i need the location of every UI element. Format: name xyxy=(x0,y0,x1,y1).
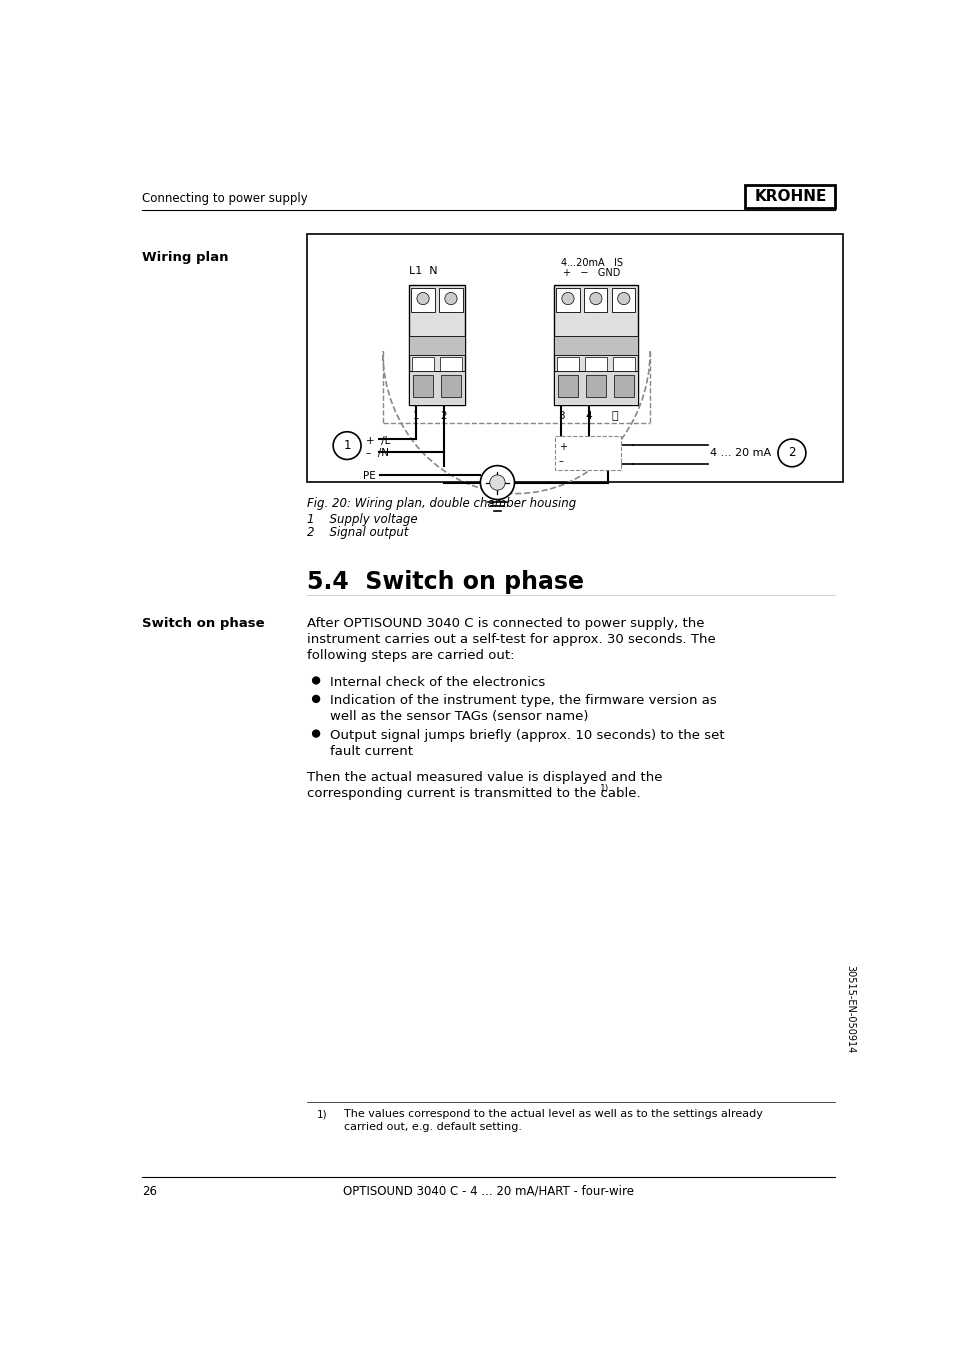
Circle shape xyxy=(313,695,319,703)
Bar xyxy=(557,357,578,372)
Text: The values correspond to the actual level as well as to the settings already: The values correspond to the actual leve… xyxy=(344,1110,762,1119)
Bar xyxy=(612,288,635,312)
Text: 2    Signal output: 2 Signal output xyxy=(307,526,408,539)
Text: After OPTISOUND 3040 C is connected to power supply, the: After OPTISOUND 3040 C is connected to p… xyxy=(307,617,703,630)
Circle shape xyxy=(313,677,319,684)
Text: 1    Supply voltage: 1 Supply voltage xyxy=(307,512,417,526)
Text: 4...20mA   IS: 4...20mA IS xyxy=(560,258,622,269)
Text: 26: 26 xyxy=(142,1184,157,1198)
Bar xyxy=(440,376,460,396)
Text: PE: PE xyxy=(363,472,375,481)
Bar xyxy=(585,376,605,396)
Text: Wiring plan: Wiring plan xyxy=(142,250,229,264)
Bar xyxy=(413,376,433,396)
Bar xyxy=(307,234,842,481)
Text: 2: 2 xyxy=(440,411,447,420)
Text: carried out, e.g. default setting.: carried out, e.g. default setting. xyxy=(344,1122,521,1133)
Bar xyxy=(613,376,633,396)
Text: ⏚: ⏚ xyxy=(611,411,618,420)
Bar xyxy=(583,288,607,312)
Circle shape xyxy=(589,292,601,304)
Bar xyxy=(558,376,578,396)
Bar xyxy=(411,288,435,312)
Text: 4: 4 xyxy=(585,411,592,420)
Text: corresponding current is transmitted to the cable.: corresponding current is transmitted to … xyxy=(307,787,639,800)
Text: +   −   GND: + − GND xyxy=(562,268,620,277)
Text: 1): 1) xyxy=(599,784,608,792)
Bar xyxy=(554,285,637,404)
Circle shape xyxy=(444,292,456,304)
Circle shape xyxy=(617,292,629,304)
Bar xyxy=(555,435,620,470)
Text: fault current: fault current xyxy=(330,745,413,758)
Bar xyxy=(554,335,637,354)
Text: 1: 1 xyxy=(413,411,419,420)
Text: Connecting to power supply: Connecting to power supply xyxy=(142,192,308,204)
Text: +: + xyxy=(558,442,566,452)
Text: Switch on phase: Switch on phase xyxy=(142,617,265,630)
Text: L1  N: L1 N xyxy=(408,266,436,276)
Text: –: – xyxy=(558,456,563,465)
Bar xyxy=(409,285,464,404)
Text: Internal check of the electronics: Internal check of the electronics xyxy=(330,676,545,688)
Text: 3: 3 xyxy=(558,411,564,420)
Text: 2: 2 xyxy=(787,446,795,460)
Text: 1: 1 xyxy=(343,439,351,452)
Text: Fig. 20: Wiring plan, double chamber housing: Fig. 20: Wiring plan, double chamber hou… xyxy=(307,498,576,510)
Circle shape xyxy=(480,465,514,499)
Circle shape xyxy=(333,431,360,460)
Text: 30515-EN-050914: 30515-EN-050914 xyxy=(844,965,854,1053)
Text: Indication of the instrument type, the firmware version as: Indication of the instrument type, the f… xyxy=(330,695,716,707)
Circle shape xyxy=(561,292,574,304)
Text: Then the actual measured value is displayed and the: Then the actual measured value is displa… xyxy=(307,771,661,784)
Bar xyxy=(412,357,434,372)
Bar xyxy=(584,357,606,372)
Text: instrument carries out a self-test for approx. 30 seconds. The: instrument carries out a self-test for a… xyxy=(307,633,715,646)
Bar xyxy=(744,185,835,208)
Circle shape xyxy=(778,439,805,466)
Text: KROHNE: KROHNE xyxy=(754,189,825,204)
Text: Output signal jumps briefly (approx. 10 seconds) to the set: Output signal jumps briefly (approx. 10 … xyxy=(330,729,724,742)
Circle shape xyxy=(489,475,504,491)
Bar xyxy=(409,372,464,404)
Text: 1): 1) xyxy=(316,1110,327,1119)
Bar xyxy=(554,372,637,404)
Circle shape xyxy=(416,292,429,304)
Bar xyxy=(556,288,579,312)
Circle shape xyxy=(313,730,319,737)
Bar xyxy=(409,335,464,354)
Text: following steps are carried out:: following steps are carried out: xyxy=(307,649,514,662)
Text: OPTISOUND 3040 C - 4 ... 20 mA/HART - four-wire: OPTISOUND 3040 C - 4 ... 20 mA/HART - fo… xyxy=(343,1184,634,1198)
Bar xyxy=(439,357,461,372)
Text: –  /N: – /N xyxy=(365,449,388,458)
Bar xyxy=(439,288,462,312)
Text: well as the sensor TAGs (sensor name): well as the sensor TAGs (sensor name) xyxy=(330,711,588,723)
Text: +  /L: + /L xyxy=(365,435,390,446)
Text: 5.4  Switch on phase: 5.4 Switch on phase xyxy=(307,571,583,595)
Bar xyxy=(612,357,634,372)
Text: 4 ... 20 mA: 4 ... 20 mA xyxy=(709,448,770,458)
